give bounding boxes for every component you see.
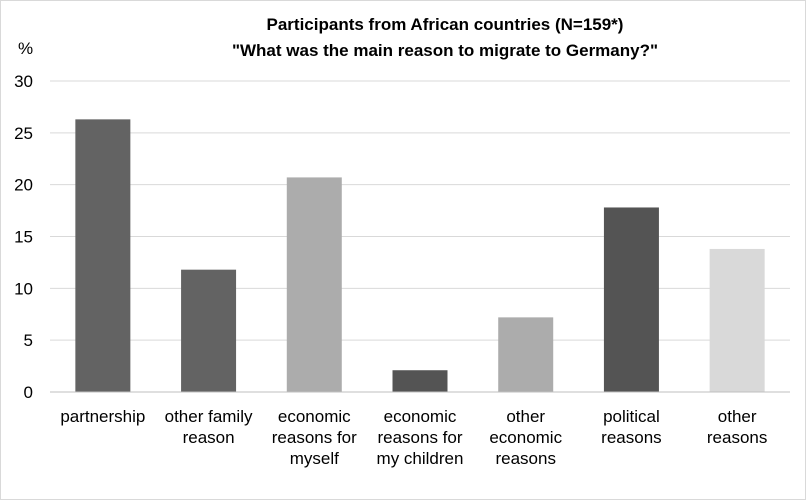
y-tick-label: 25 [14, 124, 33, 143]
x-category-label: other family reason [165, 407, 253, 447]
x-category-label: economic reasons for my children [377, 407, 464, 468]
bar [181, 269, 237, 392]
chart-title: Participants from African countries (N=1… [267, 15, 624, 34]
x-category-label-line: reasons [495, 449, 555, 468]
x-category-label-line: reasons for [377, 428, 462, 447]
x-category-label-line: economic [384, 407, 457, 426]
x-category-label: other economic reasons [489, 407, 562, 468]
x-category-label-line: reasons [707, 428, 767, 447]
bar [498, 317, 554, 392]
x-axis-category-labels: partnership other family reason economic rea… [60, 407, 767, 468]
y-tick-label: 0 [24, 383, 33, 402]
x-category-label: political reasons [601, 407, 661, 447]
bar [392, 370, 448, 392]
x-category-label-line: political [603, 407, 660, 426]
y-tick-label: 5 [24, 331, 33, 350]
x-category-label-line: reason [183, 428, 235, 447]
y-tick-label: 10 [14, 279, 33, 298]
bar [75, 119, 131, 393]
y-tick-label: 15 [14, 228, 33, 247]
x-category-label-line: partnership [60, 407, 145, 426]
y-axis-ticks: 0 5 10 15 20 25 30 [14, 72, 33, 402]
x-category-label: partnership [60, 407, 145, 426]
x-category-label-line: reasons for [272, 428, 357, 447]
bars [75, 119, 765, 393]
y-tick-label: 20 [14, 176, 33, 195]
bar [603, 207, 659, 392]
x-category-label-line: myself [290, 449, 339, 468]
x-category-label: economic reasons for myself [272, 407, 357, 468]
x-category-label-line: other [718, 407, 757, 426]
gridlines [50, 80, 790, 341]
bar [709, 248, 765, 392]
x-category-label-line: other [506, 407, 545, 426]
x-category-label-line: economic [489, 428, 562, 447]
x-category-label-line: my children [377, 449, 464, 468]
bar [286, 177, 342, 392]
x-category-label: other reasons [707, 407, 767, 447]
x-category-label-line: other family [165, 407, 253, 426]
x-category-label-line: economic [278, 407, 351, 426]
y-tick-label: 30 [14, 72, 33, 91]
chart-subtitle: "What was the main reason to migrate to … [232, 41, 658, 60]
x-category-label-line: reasons [601, 428, 661, 447]
y-axis-unit-label: % [18, 39, 33, 58]
